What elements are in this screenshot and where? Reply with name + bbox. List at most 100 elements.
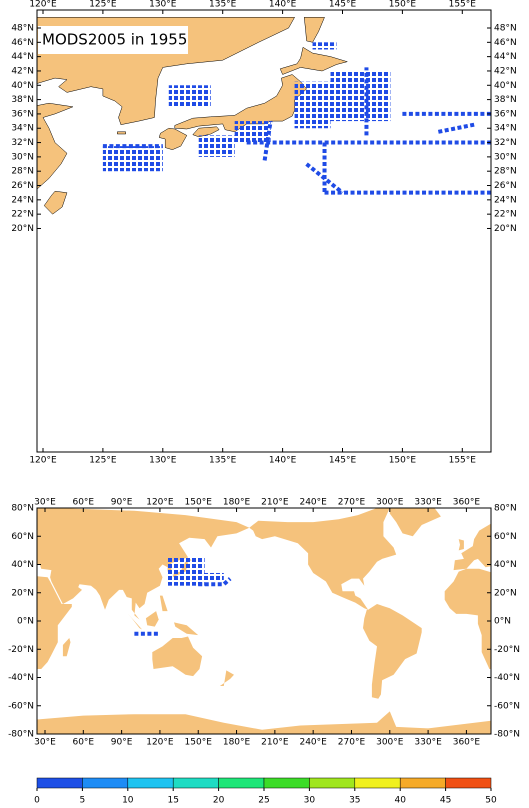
y-tick-label: 32°N [494,138,517,148]
colorbar-segment [127,777,174,789]
land [249,508,397,610]
x-tick-label: 150°E [185,738,213,748]
y-tick-label: 46°N [11,38,34,48]
y-tick-label: 28°N [11,167,34,177]
colorbar-tick-label: 20 [213,796,225,806]
axes: 120°E 120°E 125°E 125°E 130°E 130°E 135°E 135°E… [8,0,520,748]
colorbar-tick-label: 40 [394,796,406,806]
y-tick-label: 24°N [11,195,34,205]
y-tick-label: 44°N [494,52,517,62]
land [363,604,422,699]
observation-area [198,135,235,157]
y-tick-label: 28°N [494,167,517,177]
observation-track [198,577,232,587]
y-tick-label: 48°N [11,24,34,34]
colorbar-segment [445,777,492,789]
y-tick-label: 34°N [11,124,34,134]
x-tick-label: 135°E [209,456,237,466]
x-tick-label: 210°E [261,498,289,508]
y-tick-label: 46°N [494,38,517,48]
x-tick-label: 120°E [29,0,57,10]
y-tick-label: -60°N [494,701,520,711]
y-tick-label: -80°N [494,730,520,740]
observation-area [198,572,224,582]
observation-track [437,122,475,134]
colorbar-segment [309,777,356,789]
x-tick-label: 330°E [414,498,442,508]
x-tick-label: 90°E [111,738,133,748]
y-tick-label: -40°N [8,673,34,683]
x-tick-label: 130°E [149,456,177,466]
x-tick-label: 145°E [329,456,357,466]
colorbar-tick-label: 30 [304,796,316,806]
y-tick-label: 42°N [11,66,34,76]
x-tick-label: 120°E [146,498,174,508]
x-tick-label: 140°E [269,456,297,466]
x-tick-label: 90°E [111,498,133,508]
y-tick-label: 30°N [494,152,517,162]
colorbar: 0 5 10 15 20 25 30 35 40 45 50 [34,777,497,806]
land [117,131,126,135]
y-tick-label: 26°N [11,181,34,191]
colorbar-tick-label: 5 [80,796,86,806]
y-tick-label: -40°N [494,673,520,683]
y-tick-label: 0°N [494,617,511,627]
x-tick-label: 155°E [449,456,477,466]
y-tick-label: 22°N [494,210,517,220]
land [37,576,72,669]
land [128,613,143,630]
land [37,711,491,734]
x-tick-label: 270°E [338,498,366,508]
x-tick-label: 240°E [299,738,327,748]
x-tick-label: 180°E [223,498,251,508]
y-tick-label: 48°N [494,24,517,34]
observation-area [102,146,163,172]
land [152,636,203,677]
y-tick-label: 60°N [494,532,517,542]
colorbar-segment [399,777,446,789]
colorbar-segment [218,777,265,789]
y-tick-label: 22°N [11,210,34,220]
y-tick-label: 20°N [11,224,34,234]
land [37,102,74,190]
observation-area [330,70,391,122]
title-box [38,26,188,54]
colorbar-segment [172,777,219,789]
y-tick-label: -80°N [8,730,34,740]
land [453,523,491,571]
land [192,126,220,138]
map-title: MODS2005 in 1955 [42,31,187,49]
land [389,508,441,537]
y-tick-label: 38°N [494,95,517,105]
colorbar-tick-label: 10 [122,796,134,806]
observation-area [166,557,205,586]
land [174,74,307,133]
x-tick-label: 125°E [89,456,117,466]
y-tick-label: 20°N [494,224,517,234]
land [43,190,68,215]
y-tick-label: 32°N [11,138,34,148]
y-tick-label: 40°N [11,81,34,91]
y-tick-label: 38°N [11,95,34,105]
y-tick-label: 26°N [494,181,517,191]
observation-area [168,85,211,107]
x-tick-label: 140°E [269,0,297,10]
colorbar-tick-label: 45 [440,796,451,806]
x-tick-label: 150°E [185,498,213,508]
y-tick-label: 80°N [11,504,34,514]
colorbar-tick-label: 35 [349,796,360,806]
x-tick-label: 60°E [72,498,94,508]
x-tick-label: 300°E [376,738,404,748]
land [279,46,349,75]
x-tick-label: 150°E [389,0,417,10]
y-tick-label: 42°N [494,66,517,76]
x-tick-label: 135°E [209,0,237,10]
observation-area [234,121,271,143]
colorbar-segment [82,777,129,789]
x-tick-label: 300°E [376,498,404,508]
land [62,638,71,657]
land [303,17,325,43]
x-tick-label: 360°E [453,498,481,508]
x-tick-label: 120°E [29,456,57,466]
